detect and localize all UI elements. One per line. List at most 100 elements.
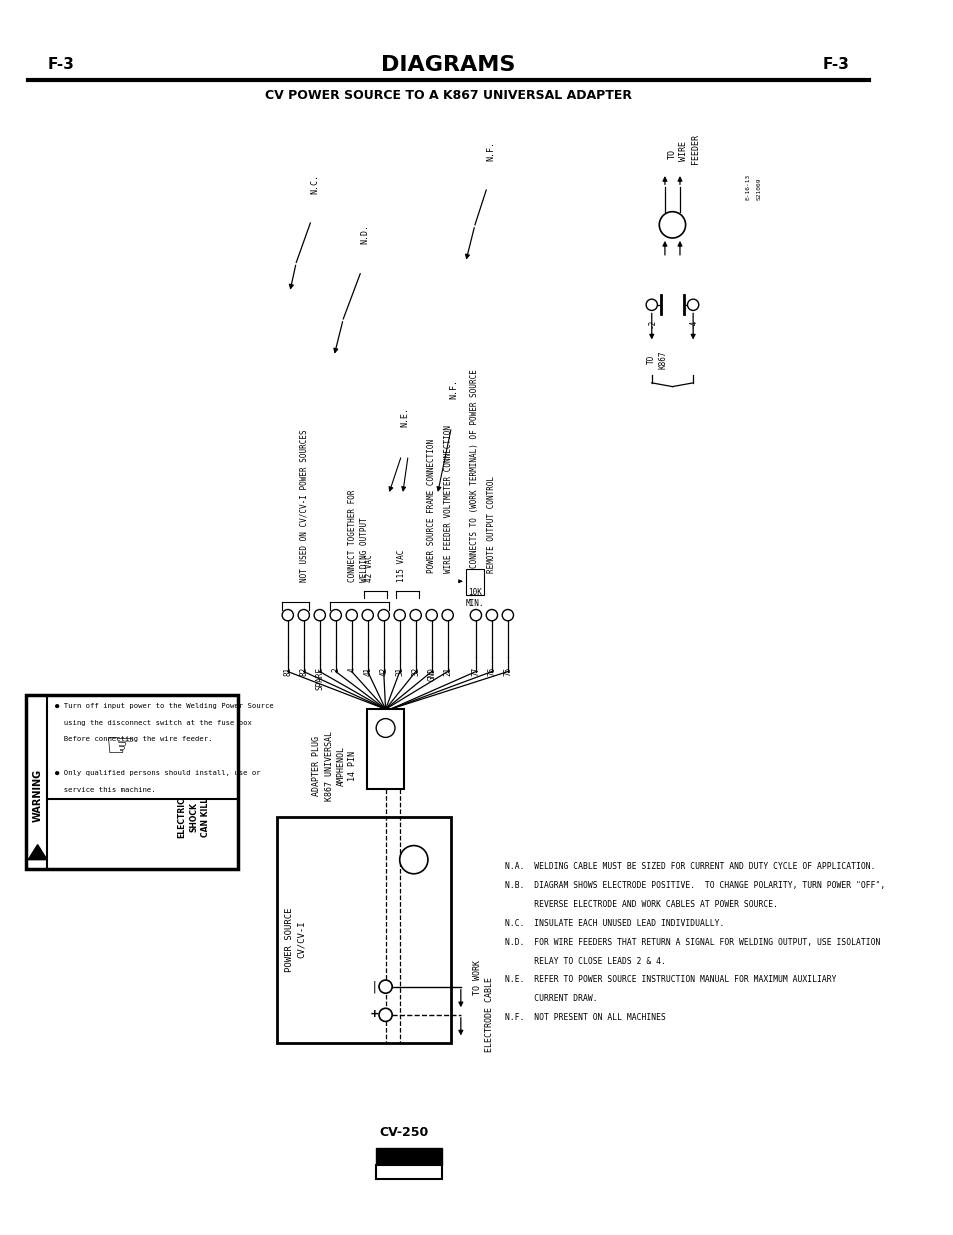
Circle shape xyxy=(314,610,325,621)
Text: ● Only qualified persons should install, use or: ● Only qualified persons should install,… xyxy=(54,771,260,777)
Text: ● Turn off input power to the Welding Power Source: ● Turn off input power to the Welding Po… xyxy=(54,703,273,709)
Text: TO WORK: TO WORK xyxy=(473,960,482,994)
Text: FEEDER: FEEDER xyxy=(690,133,699,164)
Circle shape xyxy=(282,610,294,621)
Text: N.B.  DIAGRAM SHOWS ELECTRODE POSITIVE.  TO CHANGE POLARITY, TURN POWER "OFF",: N.B. DIAGRAM SHOWS ELECTRODE POSITIVE. T… xyxy=(504,882,884,890)
Text: 77: 77 xyxy=(471,667,480,676)
Text: RELAY TO CLOSE LEADS 2 & 4.: RELAY TO CLOSE LEADS 2 & 4. xyxy=(504,957,665,966)
Circle shape xyxy=(470,610,481,621)
Text: N.C.: N.C. xyxy=(311,174,319,194)
Bar xyxy=(465,569,484,595)
Text: S21069: S21069 xyxy=(756,178,760,200)
Text: WELDING OUTPUT: WELDING OUTPUT xyxy=(359,517,369,582)
Text: ELECTRIC: ELECTRIC xyxy=(383,1167,435,1177)
Circle shape xyxy=(298,610,309,621)
Text: N.A.  WELDING CABLE MUST BE SIZED FOR CURRENT AND DUTY CYCLE OF APPLICATION.: N.A. WELDING CABLE MUST BE SIZED FOR CUR… xyxy=(504,862,875,872)
Text: CAN KILL: CAN KILL xyxy=(201,798,211,837)
Bar xyxy=(375,1149,441,1166)
Circle shape xyxy=(399,846,428,874)
Text: NOT USED ON CV/CV-I POWER SOURCES: NOT USED ON CV/CV-I POWER SOURCES xyxy=(299,430,308,582)
Circle shape xyxy=(659,211,685,238)
Text: service this machine.: service this machine. xyxy=(54,787,155,793)
Circle shape xyxy=(426,610,436,621)
Circle shape xyxy=(410,610,421,621)
Text: REVERSE ELECTRODE AND WORK CABLES AT POWER SOURCE.: REVERSE ELECTRODE AND WORK CABLES AT POW… xyxy=(504,900,778,909)
Circle shape xyxy=(362,610,373,621)
Circle shape xyxy=(486,610,497,621)
Text: POWER SOURCE FRAME CONNECTION: POWER SOURCE FRAME CONNECTION xyxy=(427,438,436,573)
Text: CV/CV-I: CV/CV-I xyxy=(296,921,305,958)
Text: CV-250: CV-250 xyxy=(379,1126,429,1139)
Text: 42 VAC: 42 VAC xyxy=(365,555,374,582)
Circle shape xyxy=(377,610,389,621)
Text: 10K: 10K xyxy=(468,588,481,597)
Circle shape xyxy=(378,1008,392,1021)
Text: !: ! xyxy=(34,848,41,858)
Text: N.F.: N.F. xyxy=(449,379,458,399)
Text: 42: 42 xyxy=(379,667,388,676)
Text: N.D.  FOR WIRE FEEDERS THAT RETURN A SIGNAL FOR WELDING OUTPUT, USE ISOLATION: N.D. FOR WIRE FEEDERS THAT RETURN A SIGN… xyxy=(504,937,880,947)
Circle shape xyxy=(645,299,657,310)
Circle shape xyxy=(687,299,698,310)
Circle shape xyxy=(501,610,513,621)
Text: 2: 2 xyxy=(331,667,340,672)
Text: ®: ® xyxy=(429,1150,436,1155)
Text: Before connecting the wire feeder.: Before connecting the wire feeder. xyxy=(54,736,212,742)
Circle shape xyxy=(375,719,395,737)
Text: N.F.  NOT PRESENT ON ALL MACHINES: N.F. NOT PRESENT ON ALL MACHINES xyxy=(504,1013,665,1023)
Text: CONNECTS TO (WORK TERMINAL) OF POWER SOURCE: CONNECTS TO (WORK TERMINAL) OF POWER SOU… xyxy=(470,369,479,568)
Text: N.E.  REFER TO POWER SOURCE INSTRUCTION MANUAL FOR MAXIMUM AUXILIARY: N.E. REFER TO POWER SOURCE INSTRUCTION M… xyxy=(504,976,836,984)
Text: WARNING: WARNING xyxy=(32,769,43,823)
Text: TO: TO xyxy=(646,354,656,364)
Text: CURRENT DRAW.: CURRENT DRAW. xyxy=(504,994,597,1003)
Text: K867 UNIVERSAL: K867 UNIVERSAL xyxy=(324,731,334,800)
Text: |: | xyxy=(370,981,377,993)
Text: TO: TO xyxy=(667,149,677,159)
Text: SHOCK: SHOCK xyxy=(189,803,198,832)
Text: WIRE: WIRE xyxy=(679,142,687,162)
Text: ADAPTER PLUG: ADAPTER PLUG xyxy=(313,736,321,795)
Text: CV POWER SOURCE TO A K867 UNIVERSAL ADAPTER: CV POWER SOURCE TO A K867 UNIVERSAL ADAP… xyxy=(265,89,632,101)
Text: WIRE FEEDER VOLTMETER CONNECTION: WIRE FEEDER VOLTMETER CONNECTION xyxy=(444,425,453,573)
Text: LINCOLN: LINCOLN xyxy=(381,1152,433,1162)
Text: N.E.: N.E. xyxy=(399,408,409,427)
Text: ELECTRODE CABLE: ELECTRODE CABLE xyxy=(484,977,493,1052)
Bar xyxy=(27,695,237,869)
Text: K867: K867 xyxy=(658,350,667,368)
Circle shape xyxy=(394,610,405,621)
Text: -2: -2 xyxy=(646,319,656,329)
Polygon shape xyxy=(29,845,47,860)
Text: 32: 32 xyxy=(411,667,419,676)
Text: -4: -4 xyxy=(688,319,697,329)
Text: 21: 21 xyxy=(443,667,452,676)
Circle shape xyxy=(441,610,453,621)
Bar xyxy=(366,709,404,789)
Text: E-16-13: E-16-13 xyxy=(744,174,749,200)
Text: F-3: F-3 xyxy=(48,58,74,73)
Bar xyxy=(375,1166,441,1179)
Text: 31: 31 xyxy=(395,667,404,676)
Text: ELECTRIC: ELECTRIC xyxy=(177,797,186,837)
Text: DIAGRAMS: DIAGRAMS xyxy=(381,56,516,75)
Text: 115 VAC: 115 VAC xyxy=(396,550,406,582)
Text: 41: 41 xyxy=(363,667,372,676)
Text: 4: 4 xyxy=(347,667,355,672)
Text: SPARE: SPARE xyxy=(314,667,324,690)
Text: AMPHENOL: AMPHENOL xyxy=(336,746,346,785)
Text: REMOTE OUTPUT CONTROL: REMOTE OUTPUT CONTROL xyxy=(487,475,496,573)
Text: POWER SOURCE: POWER SOURCE xyxy=(285,908,294,972)
Text: +: + xyxy=(370,1008,377,1021)
Text: GND: GND xyxy=(427,667,436,680)
Text: 14 PIN: 14 PIN xyxy=(348,751,356,781)
Text: MIN.: MIN. xyxy=(465,599,484,609)
Text: N.D.: N.D. xyxy=(360,224,369,243)
Text: 81: 81 xyxy=(283,667,292,676)
Bar xyxy=(277,818,451,1044)
Text: N.C.  INSULATE EACH UNUSED LEAD INDIVIDUALLY.: N.C. INSULATE EACH UNUSED LEAD INDIVIDUA… xyxy=(504,919,723,927)
Text: 76: 76 xyxy=(487,667,496,676)
Text: CONNECT TOGETHER FOR: CONNECT TOGETHER FOR xyxy=(347,490,356,582)
Text: ☞: ☞ xyxy=(108,726,132,768)
Circle shape xyxy=(378,981,392,993)
Text: 82: 82 xyxy=(299,667,308,676)
Text: F-3: F-3 xyxy=(821,58,848,73)
